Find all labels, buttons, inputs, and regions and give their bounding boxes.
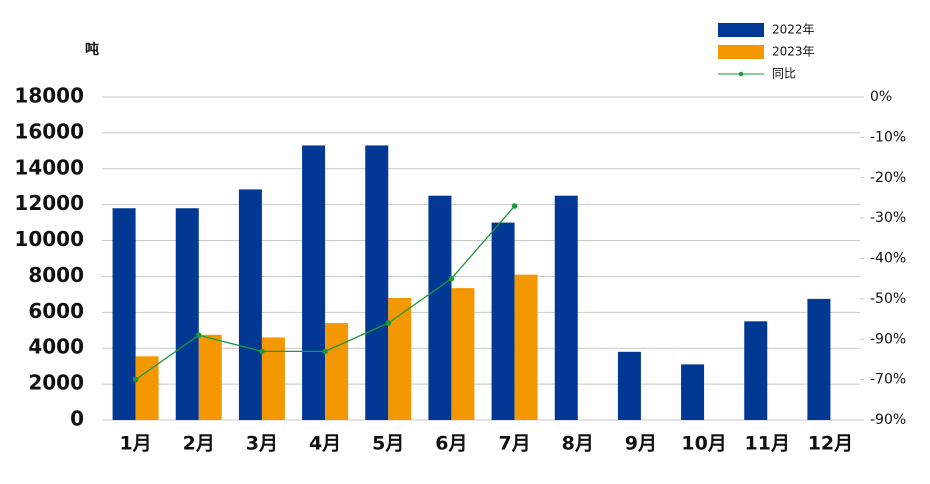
x-tick-label: 6月 [435, 433, 467, 455]
bar [744, 321, 768, 420]
y2-tick-label: -50% [870, 291, 906, 307]
x-tick-label: 5月 [372, 433, 404, 455]
bar [807, 298, 831, 420]
x-tick-label: 7月 [498, 433, 530, 455]
bar [175, 208, 199, 420]
y-tick-label: 16000 [14, 119, 84, 143]
y2-tick-label: -10% [870, 129, 906, 145]
y-tick-label: 14000 [14, 155, 84, 179]
bar [428, 195, 452, 420]
legend-label: 2022年 [772, 23, 815, 37]
line-point [132, 376, 139, 383]
line-point [322, 348, 328, 355]
y2-tick-label: -90% [870, 412, 906, 428]
x-tick-label: 4月 [309, 433, 341, 455]
x-tick-label: 1月 [119, 433, 151, 455]
y2-tick-label: -40% [870, 251, 906, 267]
x-tick-label: 9月 [625, 433, 657, 455]
y-tick-label: 18000 [14, 84, 84, 108]
bar [238, 189, 262, 420]
line-point [259, 348, 265, 355]
bar [198, 334, 222, 420]
x-tick-label: 12月 [808, 433, 853, 455]
legend-swatch [738, 71, 744, 77]
y2-tick-label: 0% [870, 89, 892, 105]
y-tick-label: 6000 [28, 299, 84, 323]
line-point [448, 275, 455, 282]
x-tick-label: 8月 [562, 433, 594, 455]
bar [491, 222, 515, 420]
y-tick-label: 8000 [28, 263, 84, 287]
bar [388, 297, 412, 420]
y-tick-label: 0 [70, 407, 84, 431]
y-tick-label: 4000 [28, 335, 84, 359]
legend-label: 同比 [772, 67, 796, 81]
y2-tick-label: -20% [870, 170, 906, 186]
x-tick-label: 3月 [246, 433, 278, 455]
legend-swatch [718, 45, 764, 59]
x-tick-label: 2月 [183, 433, 215, 455]
bar [325, 323, 349, 420]
bar [554, 195, 578, 420]
x-tick-label: 11月 [745, 433, 790, 455]
bar [135, 356, 159, 420]
x-tick-label: 10月 [681, 433, 726, 455]
line-point [511, 203, 518, 209]
legend-swatch [718, 23, 764, 37]
legend-label: 2023年 [772, 45, 815, 59]
y-tick-label: 10000 [14, 227, 84, 251]
bar [451, 288, 475, 420]
y-axis-label: 吨 [85, 41, 99, 58]
bar [514, 274, 538, 420]
bar [681, 364, 705, 420]
bar [261, 337, 285, 420]
line-point [195, 332, 202, 339]
y2-tick-label: -90% [870, 331, 906, 347]
y-tick-label: 2000 [28, 371, 84, 395]
y2-tick-label: -70% [870, 372, 906, 388]
bar [112, 208, 136, 420]
bar [302, 145, 326, 420]
bar [365, 145, 389, 420]
bar [617, 351, 641, 420]
y-tick-label: 12000 [14, 191, 84, 215]
y2-tick-label: -30% [870, 210, 906, 226]
line-point [385, 320, 392, 326]
